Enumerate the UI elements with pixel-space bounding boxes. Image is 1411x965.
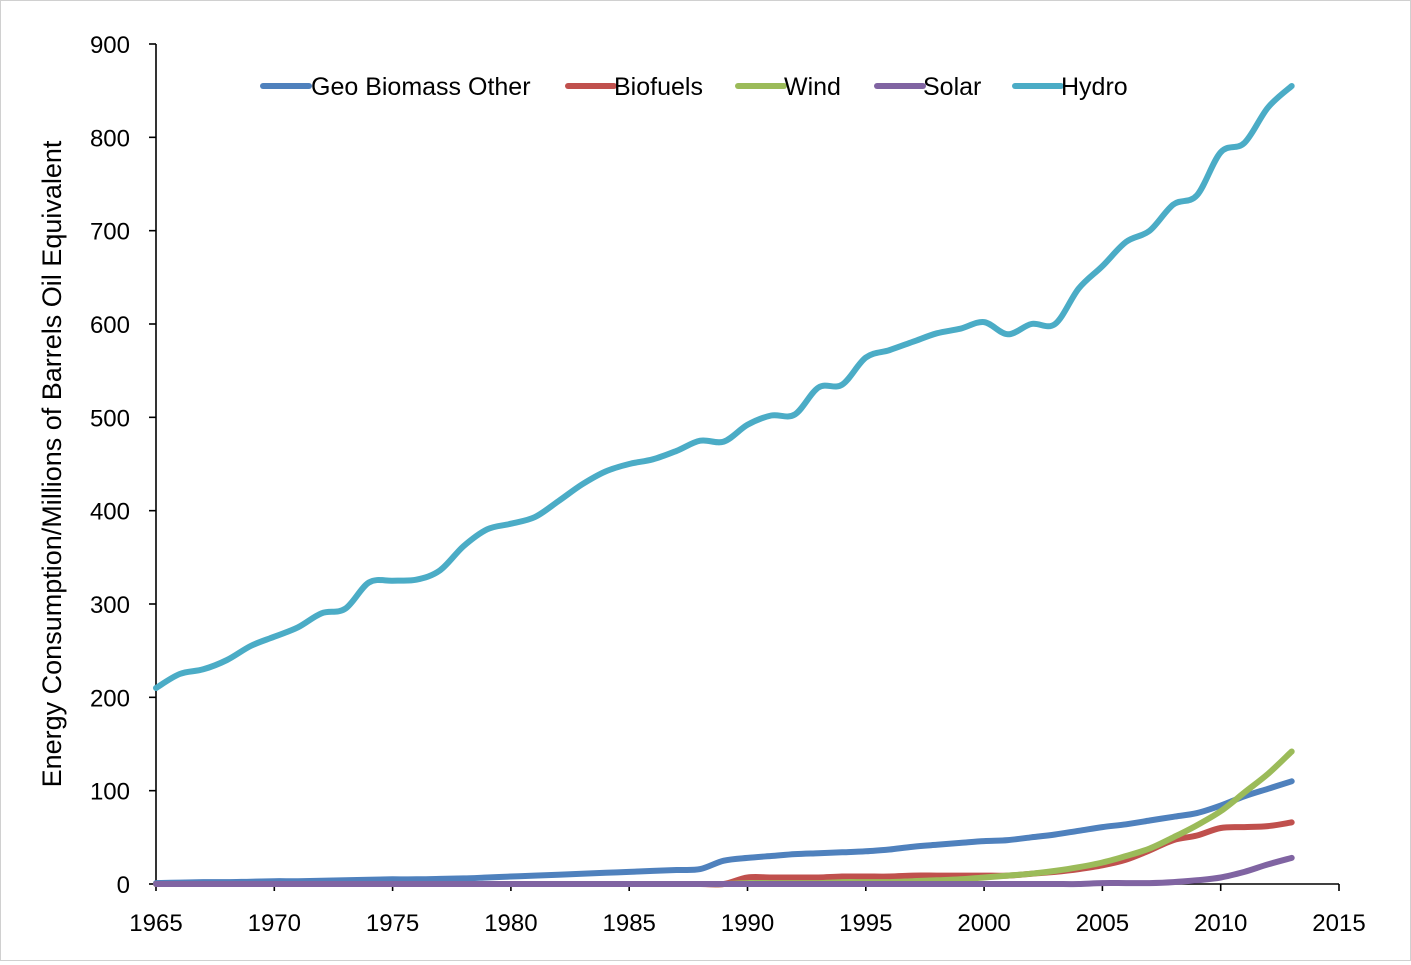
x-tick-label: 1970 (248, 910, 301, 937)
x-tick-label: 1965 (129, 910, 182, 937)
y-tick-label: 900 (90, 32, 130, 59)
legend-label: Hydro (1061, 73, 1128, 101)
series-line-hydro (153, 83, 1295, 691)
axes (155, 44, 1339, 885)
x-axis-ticks: 1965 1970 1975 1980 1985 1990 1995 2000 2005 2010… (129, 884, 1366, 937)
y-tick-label: 200 (90, 685, 130, 712)
y-tick-label: 800 (90, 125, 130, 152)
x-tick-label: 1975 (366, 910, 419, 937)
x-tick-label: 1995 (839, 910, 892, 937)
y-tick-label: 400 (90, 499, 130, 526)
x-tick-label: 1985 (603, 910, 656, 937)
legend-item-wind: Wind (735, 73, 841, 101)
y-tick-label: 300 (90, 592, 130, 619)
y-tick-label: 100 (90, 779, 130, 806)
series-line-biofuels (153, 819, 1295, 888)
y-axis-ticks: 0 100 200 300 400 500 600 700 800 900 (90, 32, 156, 899)
legend-item-biofuels: Biofuels (565, 73, 703, 101)
series-line-wind (153, 748, 1295, 888)
series-line-solar (153, 854, 1295, 888)
legend-label: Wind (784, 73, 841, 101)
y-axis-title: Energy Consumption/Millions of Barrels O… (37, 140, 67, 787)
x-tick-label: 1980 (484, 910, 537, 937)
y-tick-label: 500 (90, 405, 130, 432)
series-lines (153, 83, 1295, 888)
legend: Geo Biomass Other Biofuels Wind Solar Hydro (260, 73, 1128, 101)
x-tick-label: 2010 (1194, 910, 1247, 937)
series-line-geo-biomass-other (153, 778, 1295, 887)
x-tick-label: 2005 (1076, 910, 1129, 937)
x-tick-label: 1990 (721, 910, 774, 937)
x-tick-label: 2000 (957, 910, 1010, 937)
legend-label: Biofuels (614, 73, 703, 101)
y-tick-label: 0 (117, 872, 130, 899)
legend-label: Solar (923, 73, 981, 101)
x-tick-label: 2015 (1312, 910, 1365, 937)
y-tick-label: 600 (90, 312, 130, 339)
legend-item-solar: Solar (874, 73, 981, 101)
legend-item-geo-biomass-other: Geo Biomass Other (260, 73, 531, 101)
legend-item-hydro: Hydro (1012, 73, 1128, 101)
legend-label: Geo Biomass Other (311, 73, 531, 101)
y-tick-label: 700 (90, 219, 130, 246)
